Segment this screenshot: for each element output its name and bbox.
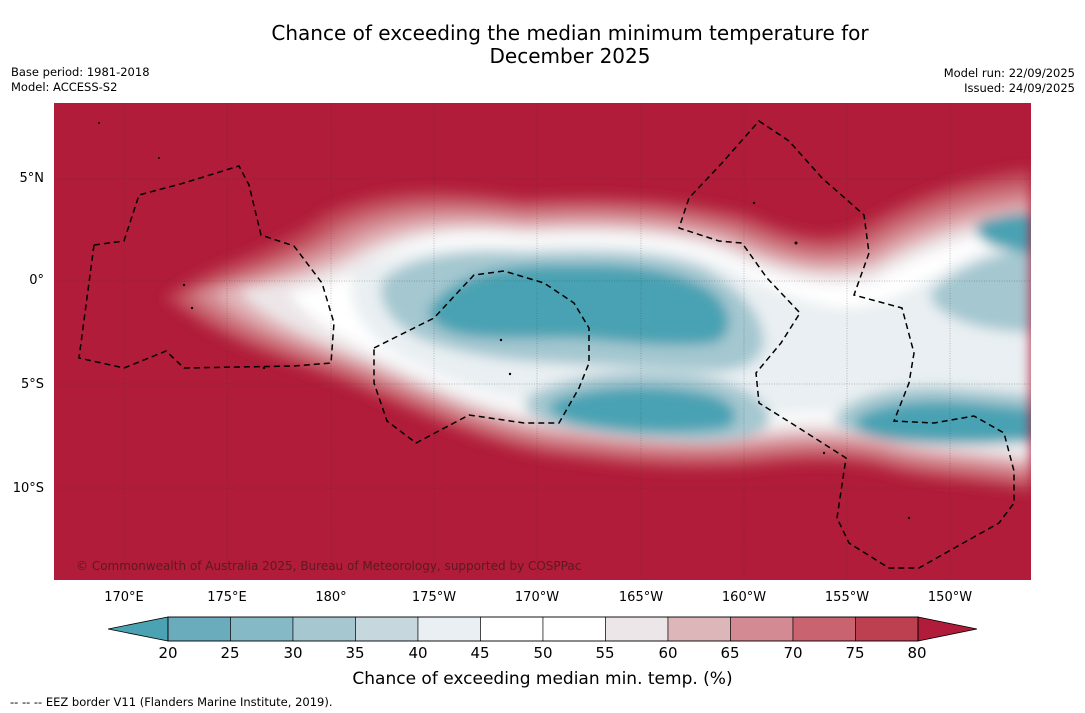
island-marker: [182, 283, 186, 287]
lat-label-0: 0°: [29, 273, 44, 288]
graticule: [54, 103, 1031, 580]
eez-border-tuvalu: [78, 165, 335, 369]
colorbar-segment: [480, 616, 544, 642]
colorbar-high-extend: [917, 616, 978, 642]
chart-title: Chance of exceeding the median minimum t…: [0, 22, 1085, 68]
island-marker: [907, 516, 911, 520]
colorbar-tick-35: 35: [345, 644, 365, 662]
colorbar-segment: [605, 616, 669, 642]
lon-label-155w: 155°W: [824, 590, 870, 605]
model-name: Model: ACCESS-S2: [11, 80, 118, 94]
colorbar-tick-80: 80: [907, 644, 927, 662]
colorbar-tick-25: 25: [220, 644, 240, 662]
probability-map: [54, 103, 1031, 580]
lon-label-170e: 170°E: [104, 590, 144, 605]
lat-label-5s: 5°S: [20, 377, 44, 392]
colorbar-segment: [667, 616, 731, 642]
model-run: Model run: 22/09/2025: [943, 66, 1075, 80]
colorbar-tick-75: 75: [845, 644, 865, 662]
islands: [98, 122, 911, 520]
meta-left: Base period: 1981-2018 Model: ACCESS-S2: [11, 65, 150, 95]
island-marker: [752, 201, 756, 205]
colorbar-segment: [792, 616, 856, 642]
copyright-notice: © Commonwealth of Australia 2025, Bureau…: [76, 559, 582, 573]
band-25-region: [429, 264, 729, 346]
island-marker: [262, 366, 266, 370]
lon-label-160w: 160°W: [721, 590, 767, 605]
issued-date: Issued: 24/09/2025: [964, 81, 1075, 95]
base-period: Base period: 1981-2018: [11, 65, 150, 79]
colorbar-tick-40: 40: [408, 644, 428, 662]
colorbar-segments: [167, 616, 919, 642]
band-35-region: [930, 249, 1031, 333]
lat-label-5n: 5°N: [19, 171, 45, 186]
colorbar-title: Chance of exceeding median min. temp. (%…: [352, 669, 733, 689]
lon-label-165w: 165°W: [618, 590, 664, 605]
eez-legend-note: -- -- -- EEZ border V11 (Flanders Marine…: [10, 695, 333, 709]
island-marker: [98, 122, 100, 124]
colorbar-low-extend: [108, 616, 169, 642]
eez-borders: [78, 120, 1015, 569]
colorbar-outline: [167, 616, 919, 642]
colorbar-tick-60: 60: [658, 644, 678, 662]
colorbar-segment: [542, 616, 606, 642]
lon-label-170w: 170°W: [514, 590, 560, 605]
colorbar: [108, 616, 978, 642]
lon-label-150w: 150°W: [927, 590, 973, 605]
colorbar-segment: [855, 616, 919, 642]
island-marker: [794, 241, 798, 245]
island-marker: [158, 157, 160, 159]
colorbar-segment: [230, 616, 294, 642]
colorbar-segment: [167, 616, 231, 642]
colorbar-tick-30: 30: [283, 644, 303, 662]
colorbar-tick-55: 55: [595, 644, 615, 662]
colorbar-tick-70: 70: [783, 644, 803, 662]
band-25-region: [549, 386, 736, 433]
meta-right: Model run: 22/09/2025 Issued: 24/09/2025: [944, 66, 1075, 96]
island-marker: [822, 451, 826, 455]
island-marker: [190, 306, 194, 310]
colorbar-segment: [292, 616, 356, 642]
island-marker: [508, 372, 512, 376]
lon-label-175e: 175°E: [207, 590, 247, 605]
colorbar-tick-65: 65: [720, 644, 740, 662]
lon-label-175w: 175°W: [411, 590, 457, 605]
island-marker: [499, 338, 503, 342]
colorbar-segment: [417, 616, 481, 642]
colorbar-tick-20: 20: [158, 644, 178, 662]
colorbar-tick-45: 45: [470, 644, 490, 662]
band-25-region: [976, 213, 1031, 253]
colorbar-segment: [730, 616, 794, 642]
colorbar-segment: [355, 616, 419, 642]
colorbar-tick-50: 50: [533, 644, 553, 662]
title-line-1: Chance of exceeding the median minimum t…: [271, 21, 869, 45]
lat-label-10s: 10°S: [12, 481, 44, 496]
title-line-2: December 2025: [489, 44, 651, 68]
probability-field: [164, 168, 1031, 493]
lon-label-180: 180°: [315, 590, 347, 605]
